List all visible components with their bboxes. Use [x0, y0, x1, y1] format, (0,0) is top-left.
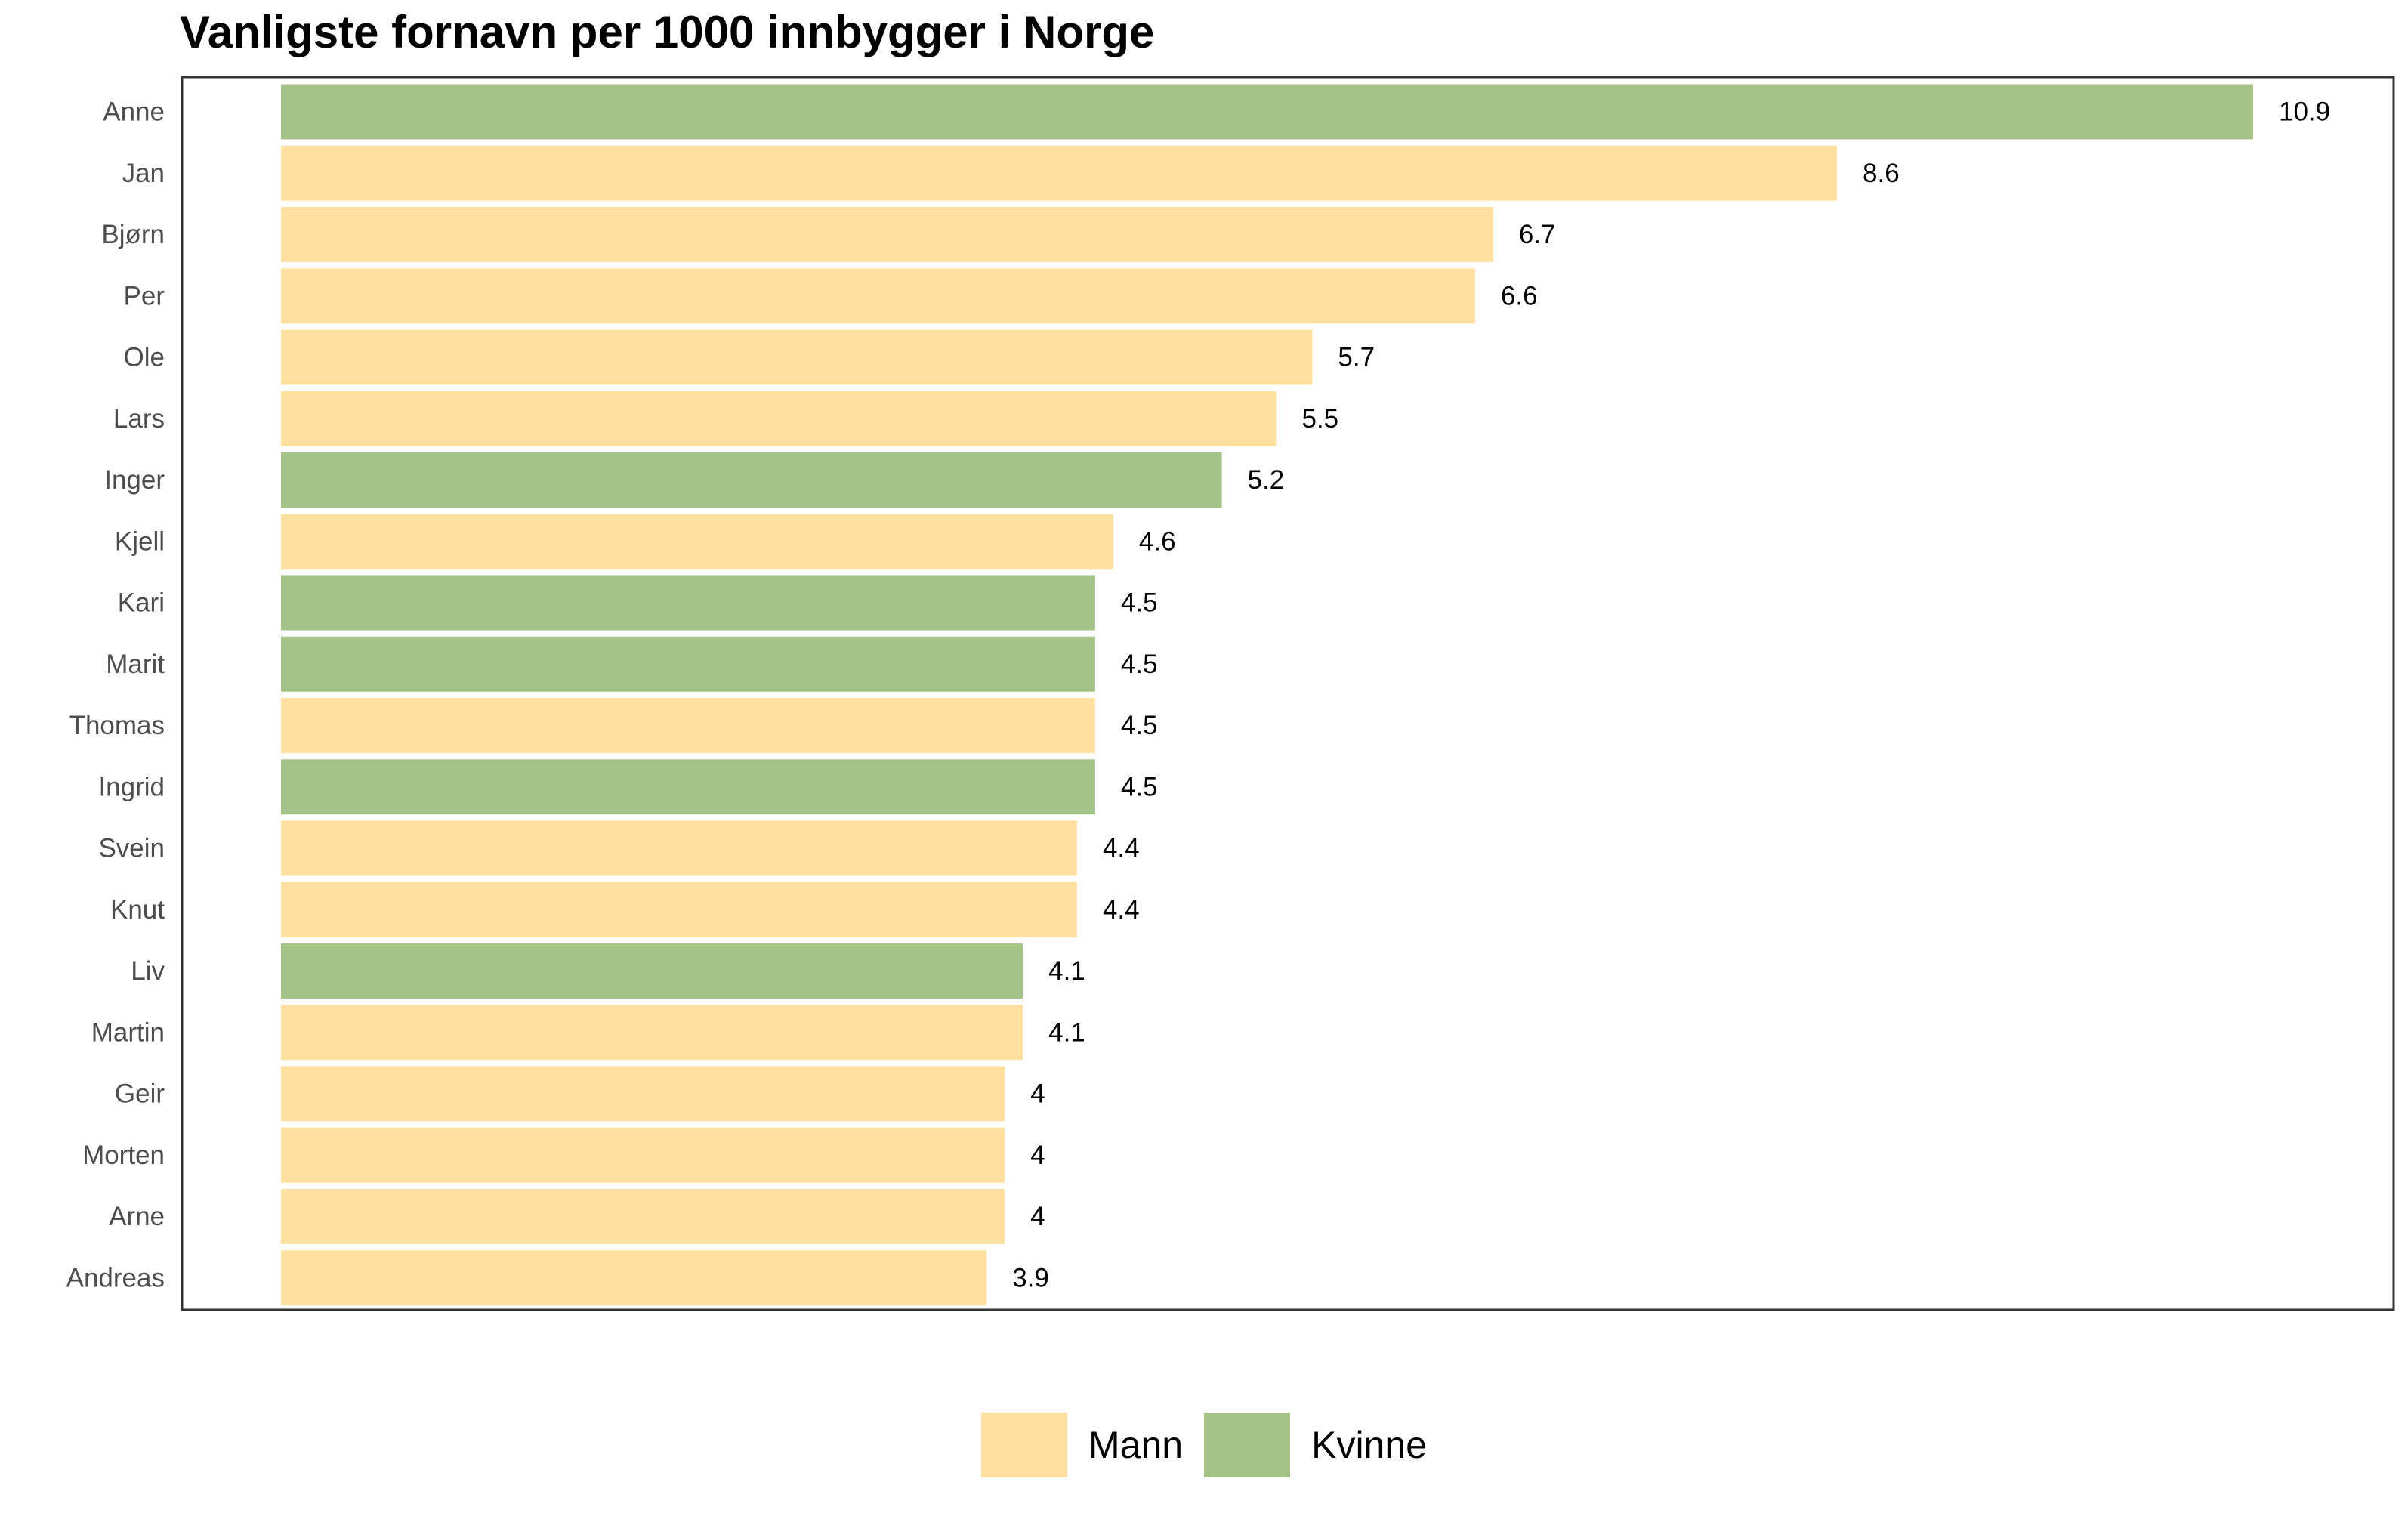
value-label-ole: 5.7	[1338, 343, 1375, 372]
value-label-liv: 4.1	[1048, 956, 1085, 986]
legend-label-kvinne: Kvinne	[1311, 1424, 1427, 1466]
category-label-martin: Martin	[91, 1017, 165, 1047]
bar-knut	[281, 882, 1077, 937]
category-label-knut: Knut	[110, 895, 165, 925]
bar-geir	[281, 1066, 1005, 1122]
legend-key-mann	[981, 1413, 1068, 1477]
legend-item-kvinne: Kvinne	[1204, 1413, 1427, 1477]
value-label-svein: 4.4	[1103, 834, 1140, 863]
value-label-marit: 4.5	[1121, 650, 1158, 679]
category-label-jan: Jan	[122, 159, 165, 188]
category-label-marit: Marit	[106, 650, 165, 679]
bars-layer	[281, 84, 2253, 1306]
value-label-knut: 4.4	[1103, 895, 1140, 925]
category-label-andreas: Andreas	[66, 1263, 165, 1292]
value-labels-layer: 10.9 8.6 6.7 6.6 5.7 5.5 5.2 4.6 4.5 4.5 4.5 4.5 4.4…	[1012, 97, 2330, 1293]
bar-bjorn	[281, 207, 1493, 262]
category-label-ole: Ole	[124, 343, 165, 372]
value-label-per: 6.6	[1501, 281, 1538, 310]
value-label-kari: 4.5	[1121, 588, 1158, 618]
chart-title: Vanligste fornavn per 1000 innbygger i N…	[180, 7, 1155, 57]
value-label-andreas: 3.9	[1012, 1263, 1049, 1292]
legend-key-kvinne	[1204, 1413, 1291, 1477]
category-label-kari: Kari	[118, 588, 165, 618]
value-label-martin: 4.1	[1048, 1017, 1085, 1047]
category-label-geir: Geir	[115, 1079, 165, 1109]
bar-anne	[281, 84, 2253, 140]
category-label-ingrid: Ingrid	[98, 772, 165, 801]
value-label-inger: 5.2	[1248, 465, 1285, 495]
value-label-anne: 10.9	[2279, 97, 2330, 127]
value-label-ingrid: 4.5	[1121, 772, 1158, 801]
legend-item-mann: Mann	[981, 1413, 1183, 1477]
category-label-per: Per	[124, 281, 165, 310]
bar-marit	[281, 636, 1095, 692]
category-label-inger: Inger	[104, 465, 165, 495]
bar-inger	[281, 452, 1222, 508]
bar-svein	[281, 820, 1077, 876]
bar-kjell	[281, 514, 1113, 570]
category-label-morten: Morten	[82, 1141, 165, 1170]
bar-per	[281, 268, 1475, 324]
bar-andreas	[281, 1250, 987, 1306]
category-label-arne: Arne	[109, 1202, 165, 1231]
category-labels-layer: Anne Jan Bjørn Per Ole Lars Inger Kjell Kari Mari…	[66, 97, 165, 1293]
value-label-lars: 5.5	[1301, 404, 1338, 434]
value-label-bjorn: 6.7	[1519, 220, 1556, 249]
legend: Mann Kvinne	[0, 1413, 2408, 1477]
value-label-kjell: 4.6	[1139, 526, 1176, 556]
bar-ingrid	[281, 759, 1095, 815]
category-label-lars: Lars	[113, 404, 165, 434]
category-label-svein: Svein	[98, 834, 165, 863]
bar-kari	[281, 575, 1095, 631]
bar-jan	[281, 145, 1838, 201]
value-label-geir: 4	[1030, 1079, 1045, 1109]
bar-lars	[281, 391, 1277, 446]
bar-liv	[281, 943, 1023, 999]
category-label-liv: Liv	[131, 956, 165, 986]
value-label-jan: 8.6	[1863, 159, 1900, 188]
bar-arne	[281, 1189, 1005, 1244]
category-label-anne: Anne	[103, 97, 165, 127]
category-label-kjell: Kjell	[115, 526, 165, 556]
bar-ole	[281, 329, 1313, 385]
value-label-arne: 4	[1030, 1202, 1045, 1231]
bar-thomas	[281, 698, 1095, 753]
value-label-thomas: 4.5	[1121, 711, 1158, 740]
bar-martin	[281, 1005, 1023, 1061]
bar-morten	[281, 1127, 1005, 1183]
category-label-thomas: Thomas	[69, 711, 165, 740]
category-label-bjorn: Bjørn	[101, 220, 165, 249]
legend-label-mann: Mann	[1088, 1424, 1184, 1466]
value-label-morten: 4	[1030, 1141, 1045, 1170]
